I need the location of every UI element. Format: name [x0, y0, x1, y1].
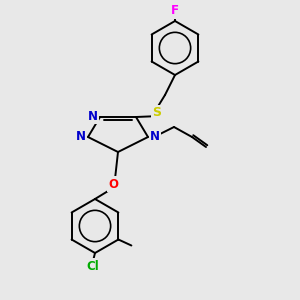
Text: N: N	[88, 110, 98, 122]
Text: N: N	[150, 130, 160, 143]
Text: O: O	[108, 178, 118, 190]
Text: Cl: Cl	[87, 260, 99, 272]
Text: N: N	[76, 130, 86, 143]
Text: S: S	[152, 106, 161, 119]
Text: F: F	[171, 4, 179, 17]
